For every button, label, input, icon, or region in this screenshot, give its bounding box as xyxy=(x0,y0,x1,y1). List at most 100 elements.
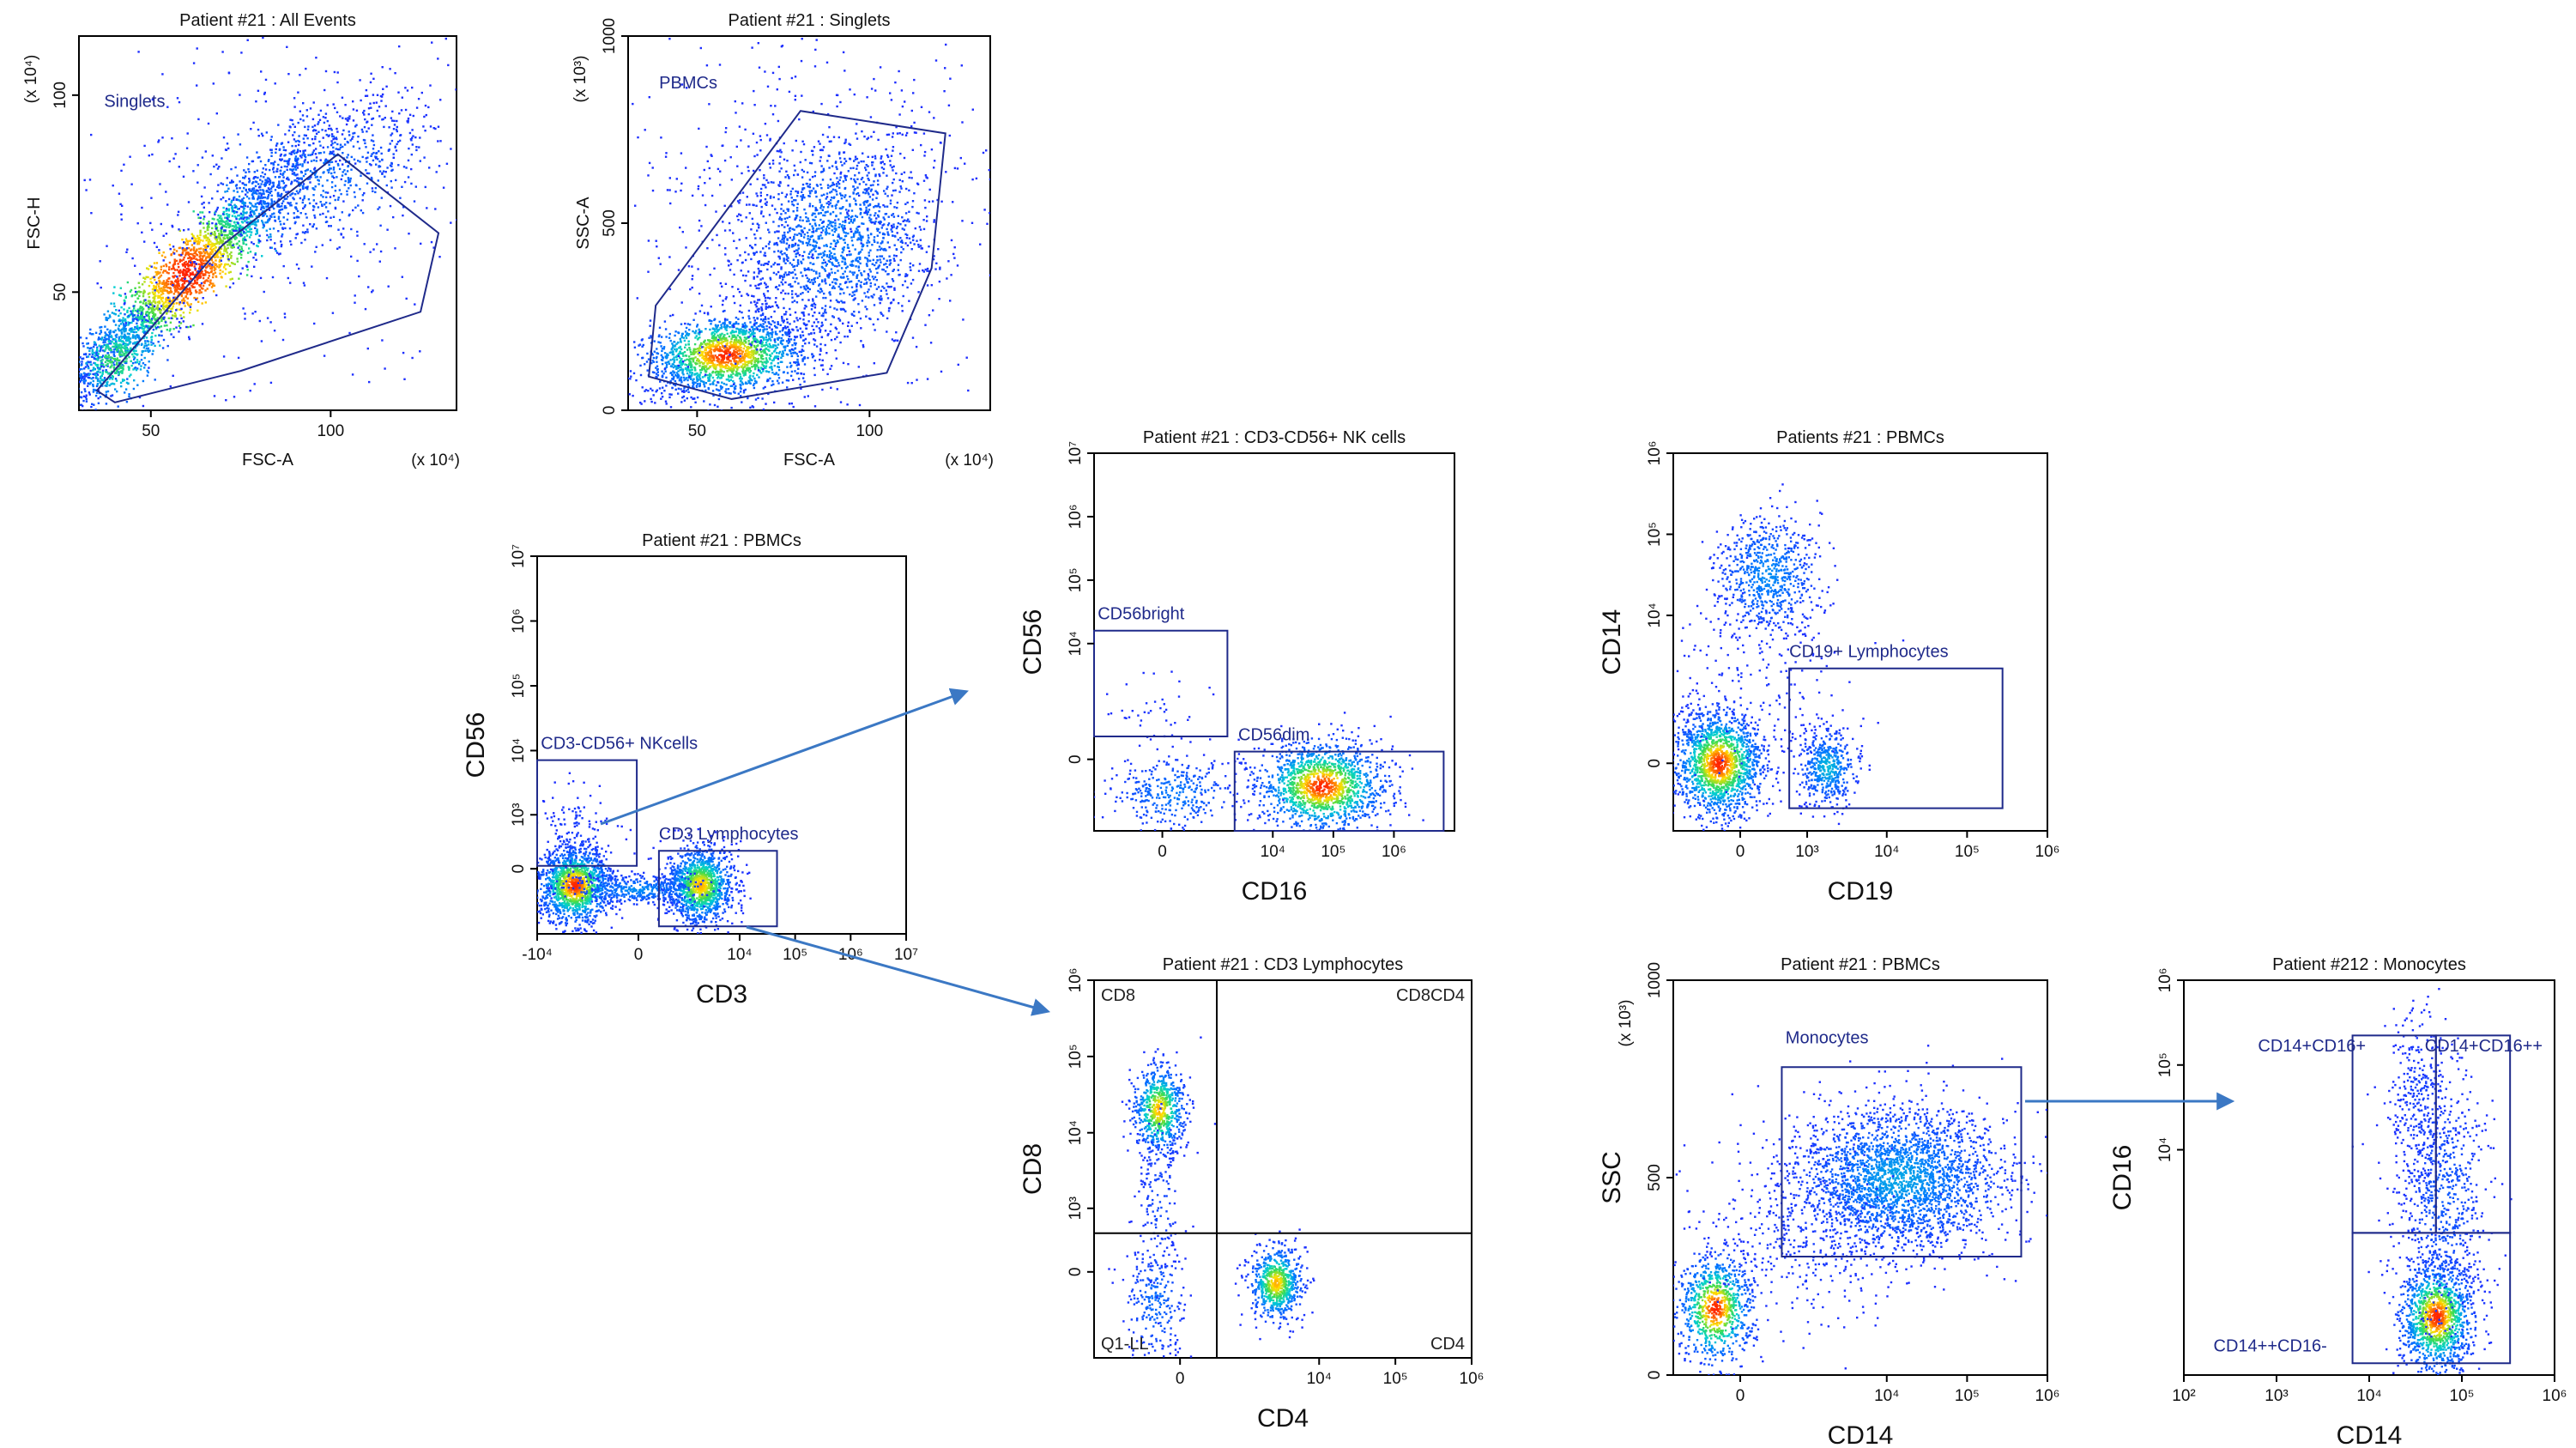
event-dot xyxy=(674,330,677,333)
event-dot xyxy=(186,243,190,245)
event-dot xyxy=(220,198,222,201)
event-dot xyxy=(125,343,128,346)
event-dot xyxy=(293,130,296,134)
event-dot xyxy=(187,264,190,266)
event-dot xyxy=(273,215,276,218)
gate-singlets[interactable] xyxy=(95,153,440,403)
event-dot xyxy=(132,387,136,391)
event-dot xyxy=(311,153,314,156)
event-dot xyxy=(685,335,687,337)
event-dot xyxy=(747,364,749,367)
event-dot xyxy=(694,356,697,359)
event-dot xyxy=(375,163,378,166)
event-dot xyxy=(719,333,722,336)
event-dot xyxy=(194,239,197,241)
event-dot xyxy=(88,179,92,181)
event-dot xyxy=(184,276,186,279)
event-dot xyxy=(130,288,133,292)
event-dot xyxy=(140,323,142,326)
event-dot xyxy=(751,379,753,382)
event-dot xyxy=(68,395,70,397)
event-dot xyxy=(141,314,143,317)
event-dot xyxy=(680,401,683,403)
event-dot xyxy=(84,366,88,368)
event-dot xyxy=(92,377,94,379)
event-dot xyxy=(686,333,688,336)
event-dot xyxy=(371,118,373,120)
event-dot xyxy=(289,240,292,243)
event-dot xyxy=(162,280,166,282)
event-dot xyxy=(199,251,203,253)
event-dot xyxy=(145,276,148,278)
event-dot xyxy=(185,292,189,295)
event-dot xyxy=(92,388,95,391)
event-dot xyxy=(419,160,421,162)
event-dot xyxy=(292,197,294,199)
event-dot xyxy=(82,357,85,360)
event-dot xyxy=(716,344,719,348)
event-dot xyxy=(136,222,139,225)
event-dot xyxy=(64,401,66,403)
event-dot xyxy=(161,282,164,285)
event-dot xyxy=(245,171,247,173)
event-dot xyxy=(166,329,168,331)
event-dot xyxy=(372,101,375,105)
event-dot xyxy=(658,334,661,336)
event-dot xyxy=(159,276,161,278)
event-dot xyxy=(597,368,599,370)
event-dot xyxy=(686,369,688,372)
event-dot xyxy=(213,269,215,271)
event-dot xyxy=(209,211,211,214)
event-dot xyxy=(89,328,92,331)
event-dot xyxy=(178,303,181,306)
event-dot xyxy=(166,271,168,274)
x-tick-label: 100 xyxy=(317,422,344,440)
event-dot xyxy=(293,106,296,108)
event-dot xyxy=(731,376,734,379)
event-dot xyxy=(322,116,325,118)
event-dot xyxy=(106,334,109,336)
event-dot xyxy=(753,360,756,364)
event-dot xyxy=(202,273,204,276)
event-dot xyxy=(254,223,257,226)
event-dot xyxy=(717,357,719,360)
event-dot xyxy=(177,210,180,213)
event-dot xyxy=(266,239,269,242)
event-dot xyxy=(266,233,269,237)
event-dot xyxy=(311,118,315,121)
event-dot xyxy=(673,412,674,414)
event-dot xyxy=(294,207,298,209)
event-dot xyxy=(729,360,731,362)
event-dot xyxy=(144,277,147,280)
event-dot xyxy=(56,431,57,433)
event-dot xyxy=(312,194,315,197)
event-dot xyxy=(327,171,330,174)
event-dot xyxy=(97,357,100,360)
event-dot xyxy=(799,384,801,386)
event-dot xyxy=(390,117,393,119)
event-dot xyxy=(322,196,324,198)
event-dot xyxy=(313,206,316,209)
event-dot xyxy=(194,267,197,270)
event-dot xyxy=(384,105,387,107)
event-dot xyxy=(140,312,142,316)
event-dot xyxy=(142,300,145,303)
event-dot xyxy=(143,367,146,369)
event-dot xyxy=(178,265,180,269)
event-dot xyxy=(692,330,694,333)
event-dot xyxy=(219,237,221,239)
event-dot xyxy=(219,264,221,267)
event-dot xyxy=(396,125,398,129)
event-dot xyxy=(162,282,165,285)
event-dot xyxy=(742,391,746,394)
event-dot xyxy=(158,326,160,329)
event-dot xyxy=(303,195,305,197)
event-dot xyxy=(230,255,233,257)
event-dot xyxy=(280,195,282,198)
event-dot xyxy=(246,227,249,229)
event-dot xyxy=(139,300,142,304)
event-dot xyxy=(376,243,378,245)
event-dot xyxy=(149,221,152,225)
event-dot xyxy=(201,251,203,255)
event-dot xyxy=(171,300,174,302)
